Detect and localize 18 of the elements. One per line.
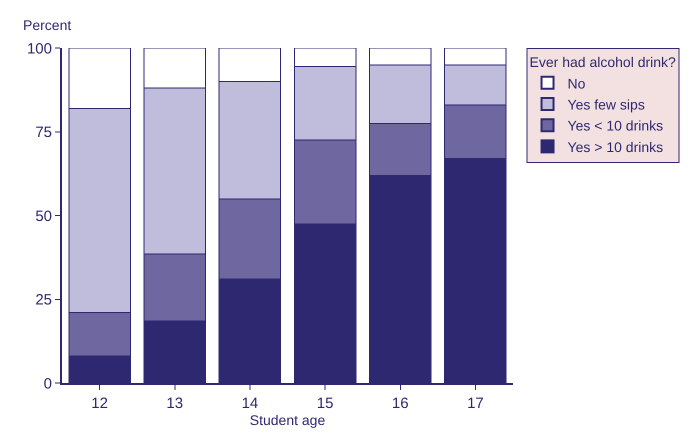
y-tick-label: 25 xyxy=(35,292,52,308)
x-tick-label: 16 xyxy=(392,395,409,412)
x-tick-label: 14 xyxy=(242,395,258,412)
legend-label: Yes few sips xyxy=(568,96,645,112)
y-tick-label: 0 xyxy=(44,375,52,392)
y-tick-label: 75 xyxy=(35,124,52,141)
legend-label: Yes < 10 drinks xyxy=(568,118,664,134)
x-tick-label: 12 xyxy=(91,395,108,412)
legend-title: Ever had alcohol drink? xyxy=(530,54,676,70)
x-tick-label: 15 xyxy=(316,395,334,412)
legend-label: Yes > 10 drinks xyxy=(568,138,664,155)
legend-label: No xyxy=(568,75,586,92)
y-tick-label: 100 xyxy=(26,40,52,58)
x-tick-label: 17 xyxy=(467,395,484,412)
x-axis-title: Student age xyxy=(250,412,326,428)
x-tick-label: 13 xyxy=(166,395,184,412)
y-axis-title: Percent xyxy=(23,17,72,33)
y-tick-label: 50 xyxy=(35,208,52,225)
